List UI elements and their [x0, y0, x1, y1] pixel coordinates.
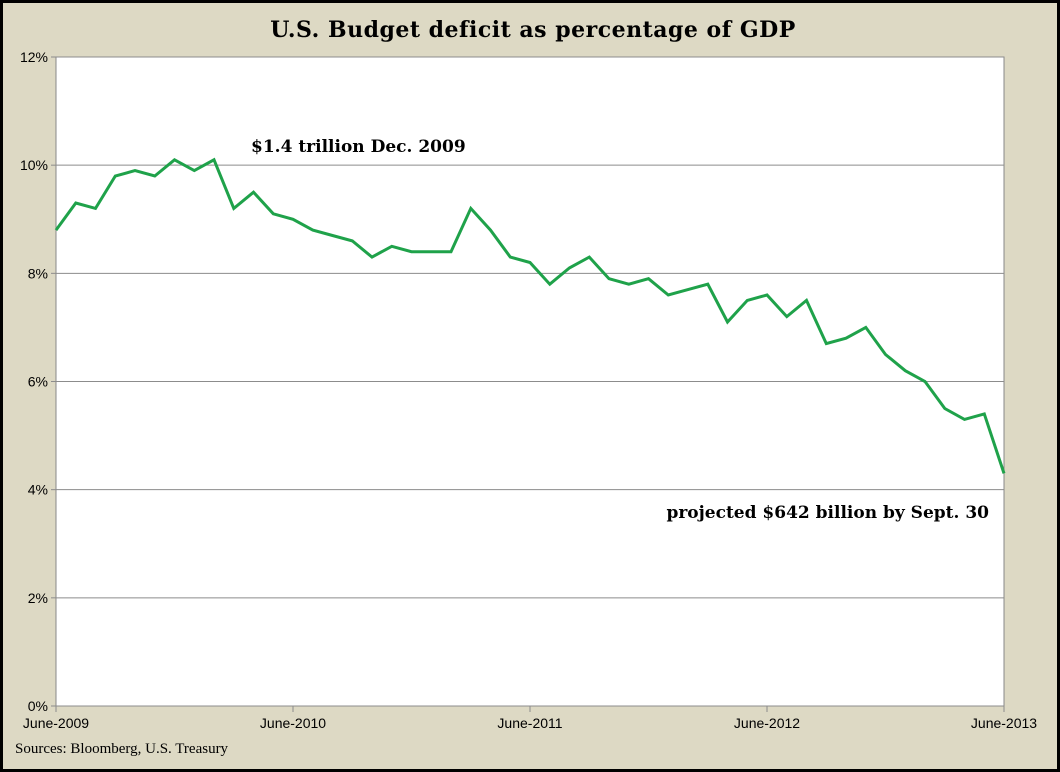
- y-tick-label: 12%: [20, 49, 48, 65]
- annotation-projection: projected $642 billion by Sept. 30: [666, 503, 989, 523]
- y-tick-label: 6%: [28, 374, 48, 390]
- chart-title: U.S. Budget deficit as percentage of GDP: [270, 17, 796, 43]
- x-tick-label: June-2011: [497, 715, 562, 731]
- x-tick-label: June-2013: [971, 715, 1037, 731]
- y-tick-label: 0%: [28, 698, 48, 714]
- source-note: Sources: Bloomberg, U.S. Treasury: [15, 741, 229, 757]
- y-tick-label: 8%: [28, 265, 48, 281]
- annotation-peak: $1.4 trillion Dec. 2009: [251, 137, 466, 157]
- y-tick-label: 4%: [28, 482, 48, 498]
- x-tick-label: June-2012: [734, 715, 800, 731]
- y-tick-label: 10%: [20, 157, 48, 173]
- y-tick-label: 2%: [28, 590, 48, 606]
- x-tick-label: June-2010: [260, 715, 326, 731]
- deficit-series-line: [54, 157, 1006, 474]
- x-tick-label: June-2009: [23, 715, 89, 731]
